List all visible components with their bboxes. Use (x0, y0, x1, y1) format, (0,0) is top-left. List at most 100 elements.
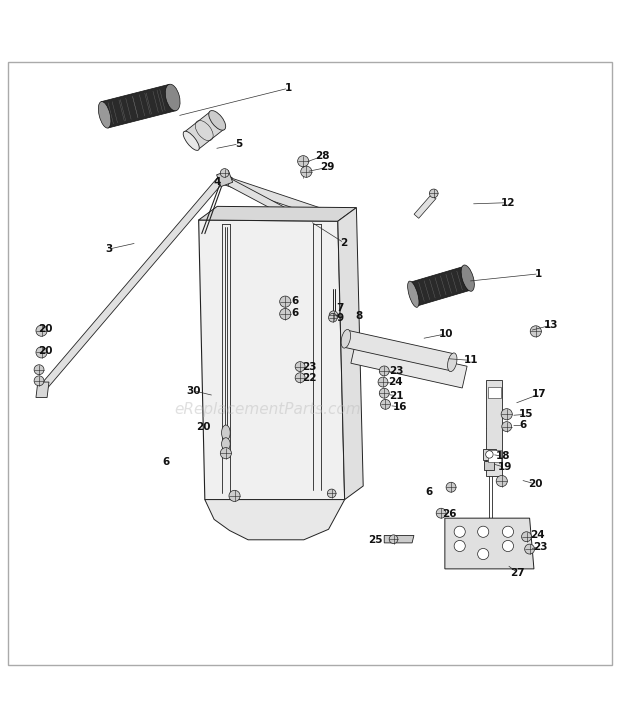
Text: 23: 23 (389, 366, 404, 376)
Polygon shape (101, 84, 176, 128)
Polygon shape (184, 112, 224, 150)
Polygon shape (36, 382, 49, 398)
Ellipse shape (379, 388, 389, 398)
Ellipse shape (502, 422, 512, 432)
Text: 3: 3 (105, 244, 113, 254)
Ellipse shape (295, 361, 305, 371)
Text: 20: 20 (528, 479, 543, 489)
Text: 6: 6 (425, 486, 432, 497)
Text: 23: 23 (302, 362, 317, 372)
Ellipse shape (329, 313, 337, 322)
Text: 13: 13 (544, 320, 559, 330)
Text: 9: 9 (336, 313, 343, 324)
Polygon shape (445, 518, 534, 569)
Text: 25: 25 (368, 535, 382, 545)
Text: 16: 16 (392, 402, 407, 411)
Ellipse shape (454, 540, 465, 552)
Ellipse shape (501, 409, 512, 419)
Polygon shape (338, 208, 363, 499)
Ellipse shape (378, 377, 388, 387)
Ellipse shape (329, 311, 338, 320)
Text: 8: 8 (355, 311, 363, 321)
Text: 20: 20 (38, 324, 53, 334)
Text: 17: 17 (531, 390, 546, 399)
Ellipse shape (183, 131, 199, 150)
Text: 22: 22 (302, 374, 317, 383)
Text: 26: 26 (442, 510, 456, 519)
Text: 7: 7 (336, 303, 343, 313)
Ellipse shape (301, 166, 312, 177)
Ellipse shape (379, 366, 389, 376)
Text: 28: 28 (315, 151, 330, 161)
Ellipse shape (496, 475, 507, 486)
Polygon shape (486, 380, 502, 476)
Text: 1: 1 (285, 83, 292, 93)
Text: 11: 11 (464, 356, 478, 366)
Text: 27: 27 (510, 568, 525, 577)
Ellipse shape (36, 325, 47, 337)
Ellipse shape (34, 365, 44, 374)
Text: 29: 29 (320, 162, 335, 172)
Ellipse shape (36, 347, 47, 358)
Polygon shape (205, 499, 345, 540)
Ellipse shape (166, 84, 180, 111)
Ellipse shape (34, 376, 44, 386)
Ellipse shape (461, 265, 474, 292)
Text: 6: 6 (163, 457, 170, 467)
Ellipse shape (502, 540, 513, 552)
Ellipse shape (485, 451, 493, 458)
Polygon shape (344, 330, 454, 371)
Text: 18: 18 (496, 451, 510, 462)
Polygon shape (384, 536, 414, 543)
Polygon shape (484, 461, 494, 470)
Ellipse shape (280, 296, 291, 308)
Ellipse shape (436, 508, 446, 518)
Text: 20: 20 (38, 346, 53, 356)
Text: 21: 21 (389, 390, 404, 401)
Text: 24: 24 (388, 377, 402, 387)
Text: 23: 23 (533, 542, 547, 552)
Ellipse shape (525, 544, 534, 554)
Ellipse shape (220, 448, 231, 459)
Ellipse shape (448, 353, 457, 371)
Ellipse shape (221, 438, 230, 450)
Ellipse shape (220, 169, 229, 177)
Ellipse shape (327, 489, 336, 498)
Polygon shape (228, 179, 349, 248)
Ellipse shape (407, 281, 419, 308)
Ellipse shape (221, 425, 230, 441)
Text: 24: 24 (530, 531, 545, 540)
Text: 4: 4 (213, 177, 221, 188)
Polygon shape (414, 194, 436, 218)
Text: 2: 2 (340, 238, 348, 248)
Text: 6: 6 (520, 420, 527, 430)
Ellipse shape (389, 535, 398, 544)
Ellipse shape (209, 111, 226, 130)
Text: eReplacementParts.com: eReplacementParts.com (174, 403, 361, 417)
Polygon shape (223, 176, 333, 220)
Ellipse shape (530, 326, 541, 337)
Polygon shape (488, 387, 500, 398)
Ellipse shape (295, 373, 305, 382)
Ellipse shape (341, 329, 350, 348)
Ellipse shape (502, 526, 513, 537)
Text: 5: 5 (235, 139, 242, 149)
Ellipse shape (521, 531, 531, 542)
Text: 12: 12 (501, 198, 515, 208)
Polygon shape (488, 450, 500, 462)
Ellipse shape (298, 156, 309, 166)
Text: 20: 20 (196, 422, 210, 433)
Polygon shape (351, 342, 467, 388)
Ellipse shape (446, 482, 456, 492)
Ellipse shape (229, 490, 240, 502)
Ellipse shape (477, 548, 489, 560)
Text: 15: 15 (520, 409, 534, 419)
Ellipse shape (454, 526, 465, 537)
Text: 6: 6 (291, 296, 299, 306)
Ellipse shape (430, 189, 438, 198)
Text: 6: 6 (291, 308, 299, 318)
Polygon shape (216, 171, 232, 187)
Text: 10: 10 (439, 329, 453, 339)
Polygon shape (198, 206, 356, 221)
Text: 19: 19 (498, 462, 512, 473)
